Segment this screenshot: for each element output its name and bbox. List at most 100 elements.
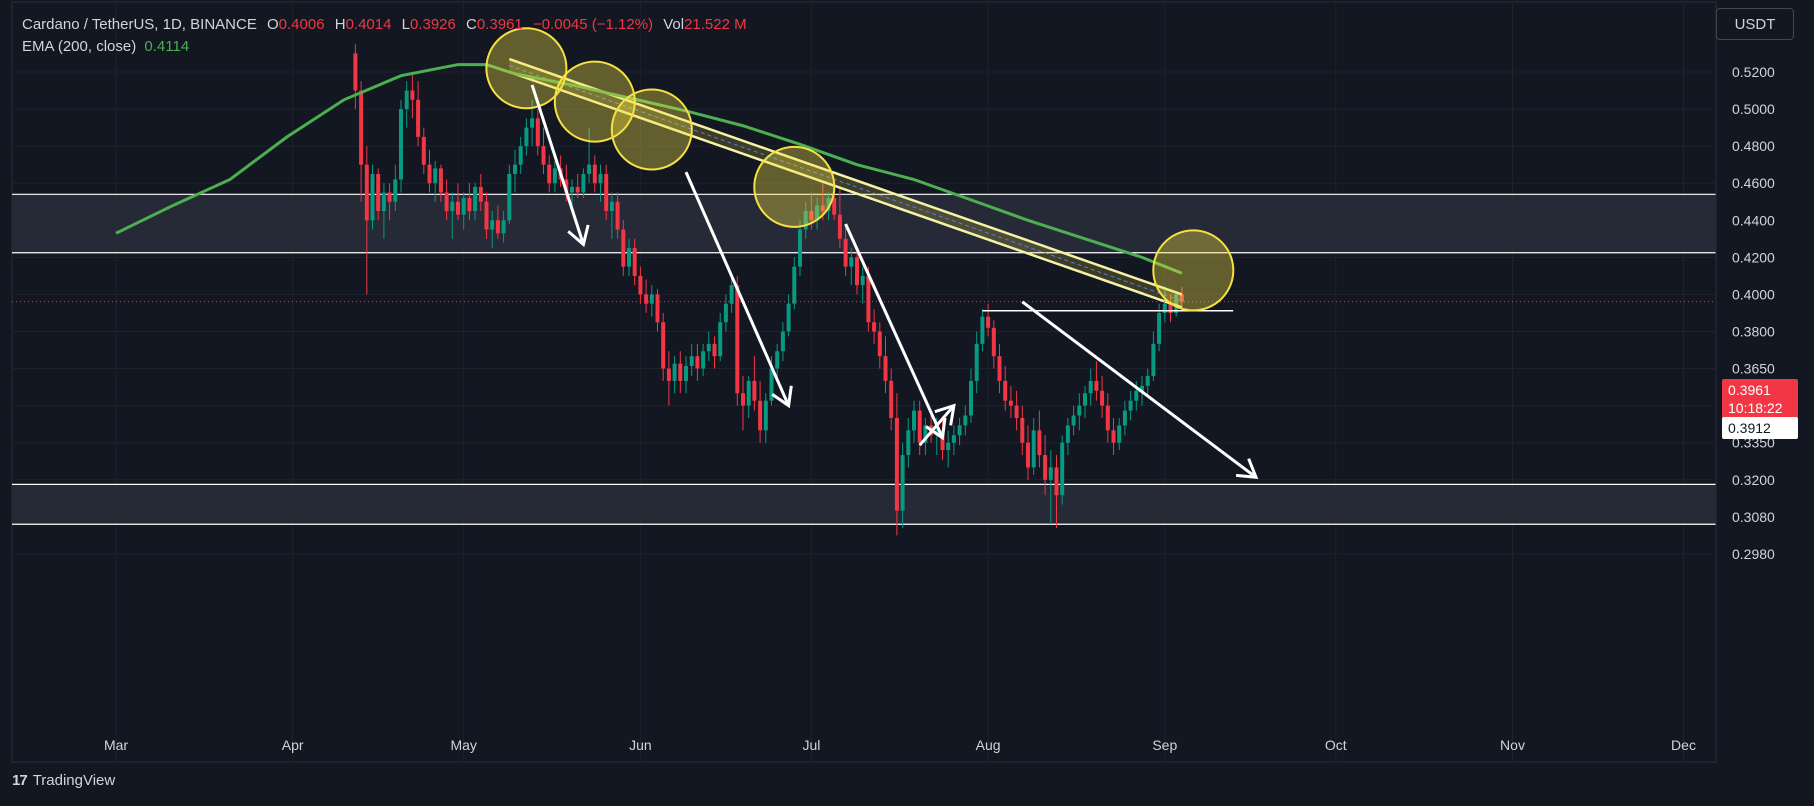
candle-body [1060, 442, 1065, 496]
price-zone [12, 194, 1716, 253]
candle-body [632, 248, 637, 276]
candle-body [1071, 415, 1076, 426]
candle-body [444, 192, 449, 212]
y-tick-label: 0.3200 [1732, 472, 1775, 488]
candle-body [433, 168, 438, 184]
footer-brand[interactable]: 17 TradingView [12, 772, 115, 789]
candle-body [1117, 425, 1122, 443]
candle-body [456, 201, 460, 215]
rejection-circle [610, 88, 693, 171]
candle-body [792, 266, 797, 304]
candle-body [672, 363, 677, 381]
candle-body [849, 257, 854, 267]
candle-body [729, 285, 734, 304]
high-value: 0.4014 [345, 16, 392, 33]
candle-body [541, 146, 546, 165]
trend-arrow-line [1021, 300, 1257, 479]
candle-body [1168, 303, 1173, 313]
y-tick-label: 0.4200 [1732, 249, 1775, 265]
currency-button[interactable]: USDT [1716, 8, 1794, 40]
candle-body [404, 90, 409, 110]
candle-body [860, 275, 865, 286]
trend-arrow-line [530, 84, 585, 245]
candle-body [894, 417, 899, 511]
trend-arrow-line [918, 404, 956, 447]
candle-body [741, 393, 745, 406]
candle-body [684, 366, 688, 381]
candle-body [991, 327, 996, 357]
candle-body [410, 90, 415, 100]
y-tick-label: 0.4400 [1732, 212, 1775, 228]
close-label: C [466, 16, 477, 33]
candle-body [666, 368, 671, 381]
candle-body [524, 127, 529, 147]
candle-body [957, 425, 962, 436]
candle-body [712, 343, 717, 357]
candle-body [1179, 294, 1184, 302]
candle-body [387, 192, 392, 202]
candle-body [877, 331, 882, 357]
ema-line [115, 63, 1183, 275]
candle-body [1088, 380, 1093, 394]
candle-body [564, 179, 569, 193]
candle-body [1031, 430, 1036, 468]
candle-body [900, 455, 905, 511]
x-tick-label: Sep [1152, 737, 1177, 753]
symbol-title[interactable]: Cardano / TetherUS, 1D, BINANCE [22, 16, 257, 33]
candle-body [826, 198, 831, 212]
candle-body [763, 400, 768, 431]
candle-body [461, 198, 466, 215]
candle-body [883, 356, 888, 381]
candle-body [963, 415, 968, 426]
candle-body [872, 322, 877, 332]
candle-body [1105, 405, 1110, 431]
candle-body [598, 173, 603, 184]
x-tick-label: Apr [282, 737, 304, 753]
rejection-circle [1152, 229, 1235, 312]
trend-arrow-head [1235, 458, 1259, 480]
candle-body [889, 380, 894, 418]
candle-body [1065, 425, 1070, 443]
trend-arrow-head [934, 403, 956, 426]
candle-body [450, 201, 455, 212]
trend-arrow-head [771, 385, 793, 409]
candle-body [381, 192, 386, 212]
candle-body [530, 118, 535, 128]
candle-body [513, 164, 517, 174]
candle-body [393, 179, 398, 202]
candle-body [815, 205, 820, 221]
candle-body [1128, 400, 1133, 411]
channel-lower-line [508, 70, 1183, 309]
candle-body [649, 294, 654, 304]
candle-body [1020, 417, 1025, 443]
x-tick-label: Jul [802, 737, 820, 753]
candle-body [1174, 294, 1179, 313]
candle-body [1008, 400, 1013, 406]
candle-body [1003, 380, 1008, 401]
candle-body [695, 356, 700, 369]
candle-body [570, 186, 574, 193]
x-tick-label: Aug [976, 737, 1001, 753]
trend-arrow-line [684, 171, 790, 407]
candle-body [780, 331, 785, 352]
candle-body [1083, 393, 1087, 406]
candle-body [866, 275, 871, 323]
candle-body [906, 430, 911, 456]
candle-body [1077, 405, 1082, 416]
high-label: H [334, 16, 346, 33]
candle-body [832, 198, 837, 215]
candle-body [837, 214, 842, 239]
candle-body [809, 211, 814, 221]
candle-body [1145, 375, 1150, 386]
candle-body [923, 425, 928, 443]
candle-body [798, 229, 802, 267]
ema-value: 0.4114 [144, 38, 190, 55]
support-resistance-zones [12, 193, 1716, 525]
x-tick-label: Oct [1325, 737, 1347, 753]
change-value: −0.0045 (−1.12%) [532, 16, 654, 33]
x-tick-label: May [450, 737, 476, 753]
candle-body [547, 164, 552, 184]
candle-body [353, 53, 358, 91]
ema-row[interactable]: EMA (200, close) 0.4114 [22, 36, 747, 58]
